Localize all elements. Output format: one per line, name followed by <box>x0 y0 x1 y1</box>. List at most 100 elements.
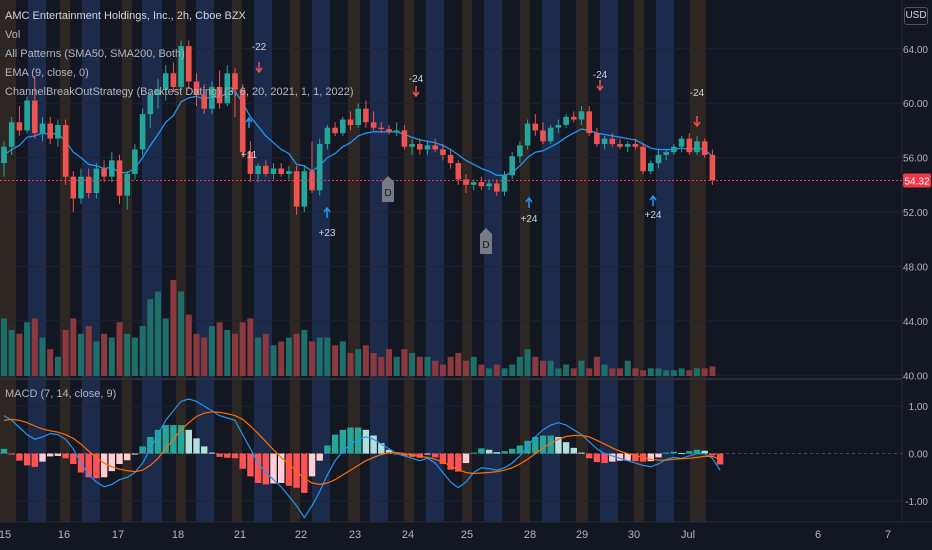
price-tick-label: 52.00 <box>903 208 928 219</box>
volume-bar <box>647 368 654 376</box>
macd-histogram-bar <box>485 449 493 454</box>
dividend-marker <box>382 176 394 202</box>
macd-histogram-bar <box>116 453 123 464</box>
price-tick-label: 48.00 <box>903 262 928 273</box>
macd-histogram-bar <box>154 429 162 454</box>
session-band <box>634 0 644 522</box>
volume-bar <box>93 341 100 376</box>
candle <box>524 123 531 146</box>
macd-histogram-bar <box>16 453 23 461</box>
macd-histogram-bar <box>185 429 192 454</box>
macd-histogram-bar <box>47 453 54 457</box>
macd-title[interactable]: MACD (7, 14, close, 9) <box>5 388 117 400</box>
volume-bar <box>478 364 485 376</box>
volume-bar <box>247 318 254 376</box>
candle <box>193 81 200 96</box>
macd-histogram-bar <box>347 427 354 454</box>
candle <box>8 122 15 147</box>
candle <box>124 173 130 196</box>
macd-histogram-bar <box>470 452 477 454</box>
volume-bar <box>439 364 446 376</box>
macd-histogram-bar <box>578 452 585 454</box>
volume-bar <box>563 364 570 376</box>
candle <box>55 124 61 139</box>
candle <box>563 116 569 125</box>
session-band <box>576 0 588 522</box>
candle <box>447 154 454 164</box>
macd-histogram-bar <box>93 453 100 479</box>
candle <box>270 168 277 174</box>
volume-bar <box>278 341 285 376</box>
macd-histogram-bar <box>693 449 701 454</box>
candle <box>116 160 123 196</box>
volume-bar <box>124 333 131 376</box>
candle <box>455 163 462 180</box>
time-tick-label: 22 <box>295 529 307 541</box>
volume-bar <box>147 299 154 376</box>
study-patterns[interactable]: All Patterns (SMA50, SMA200, Both) <box>5 48 185 60</box>
candle <box>424 145 431 150</box>
volume-bar <box>601 364 608 376</box>
volume-bar <box>670 370 677 376</box>
macd-histogram-bar <box>647 453 654 462</box>
macd-histogram-bar <box>432 453 439 458</box>
session-band <box>232 0 242 522</box>
session-band <box>462 0 472 522</box>
currency-button[interactable]: USD <box>904 7 928 25</box>
candle <box>393 130 400 132</box>
volume-bar <box>355 349 362 376</box>
macd-histogram-bar <box>331 434 339 454</box>
volume-bar <box>694 368 700 376</box>
volume-bar <box>339 341 346 376</box>
macd-histogram-bar <box>339 429 346 454</box>
macd-histogram-bar <box>224 453 231 458</box>
signal-label: +24 <box>521 214 538 225</box>
signal-label: +24 <box>645 210 662 221</box>
volume-bar <box>640 370 647 376</box>
candle <box>648 163 654 172</box>
signal-label: +23 <box>319 228 336 239</box>
macd-histogram-bar <box>247 453 254 477</box>
volume-bar <box>632 368 639 376</box>
macd-histogram-bar <box>31 453 38 467</box>
macd-histogram-bar <box>216 453 223 457</box>
candle <box>1 146 7 164</box>
volume-bar <box>262 333 269 376</box>
volume-bar <box>285 337 292 376</box>
candle <box>162 73 169 90</box>
volume-bar <box>447 356 454 376</box>
buy-arrow-head <box>245 116 253 123</box>
study-vol[interactable]: Vol <box>5 29 21 41</box>
macd-histogram-bar <box>385 449 393 454</box>
macd-histogram-bar <box>54 453 62 456</box>
volume-bar <box>8 329 15 376</box>
candle <box>463 179 469 185</box>
candle <box>601 138 608 145</box>
volume-bar <box>347 352 354 376</box>
macd-histogram-bar <box>478 448 485 454</box>
candle <box>62 124 69 177</box>
candle <box>155 89 161 96</box>
signal-label: -24 <box>690 88 705 99</box>
study-channel-breakout[interactable]: ChannelBreakOutStrategy (Backtest Dating… <box>5 86 354 98</box>
candle <box>401 130 408 147</box>
macd-histogram-bar <box>609 453 616 462</box>
volume-bar <box>617 368 623 376</box>
macd-histogram-bar <box>601 453 608 464</box>
macd-histogram-bar <box>455 453 462 472</box>
candle <box>532 123 539 131</box>
time-tick-label: 29 <box>576 529 588 541</box>
macd-histogram-bar <box>532 436 539 454</box>
macd-tick-label: -1.00 <box>905 497 928 508</box>
volume-bar <box>393 356 400 376</box>
volume-bar <box>193 333 200 376</box>
volume-bar <box>54 356 61 376</box>
session-band <box>142 0 162 522</box>
candle <box>16 122 23 131</box>
volume-bar <box>216 322 223 376</box>
candle <box>147 95 154 115</box>
study-ema[interactable]: EMA (9, close, 0) <box>5 67 89 79</box>
